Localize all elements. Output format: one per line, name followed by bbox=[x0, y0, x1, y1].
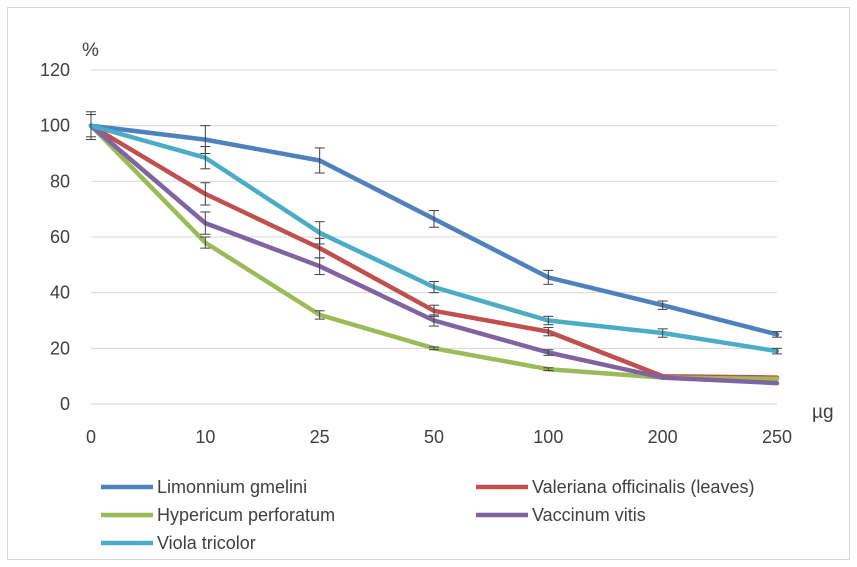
error-bar bbox=[657, 300, 668, 310]
legend-label: Valeriana officinalis (leaves) bbox=[532, 477, 754, 497]
y-tick-label: 80 bbox=[50, 171, 70, 191]
legend-entry: Limonnium gmelini bbox=[101, 477, 307, 497]
x-axis-unit-label: µg bbox=[812, 402, 834, 423]
error-bar bbox=[314, 147, 325, 174]
error-bar bbox=[543, 315, 554, 326]
legend-label: Limonnium gmelini bbox=[157, 477, 307, 497]
y-tick-label: 120 bbox=[40, 60, 70, 80]
y-tick-label: 0 bbox=[60, 394, 70, 414]
x-tick-label: 10 bbox=[195, 427, 215, 447]
error-bar bbox=[200, 236, 211, 249]
error-bar bbox=[657, 328, 668, 338]
error-bar bbox=[86, 114, 96, 138]
error-bar bbox=[772, 331, 782, 338]
series-line-2 bbox=[88, 123, 780, 382]
legend-entry: Vaccinum vitis bbox=[476, 505, 646, 525]
series-lines bbox=[88, 123, 780, 386]
x-tick-label: 250 bbox=[762, 427, 792, 447]
x-tick-label: 50 bbox=[424, 427, 444, 447]
tick-labels: 0 20 40 60 80 100 120 0 10 25 50 100 200 250 bbox=[40, 60, 792, 447]
x-tick-label: 0 bbox=[86, 427, 96, 447]
legend-label: Vaccinum vitis bbox=[532, 505, 646, 525]
y-tick-label: 100 bbox=[40, 116, 70, 136]
error-bar bbox=[543, 367, 554, 372]
x-tick-label: 100 bbox=[533, 427, 563, 447]
error-bar bbox=[200, 182, 211, 206]
legend: Limonnium gmelini Valeriana officinalis (… bbox=[101, 477, 754, 553]
error-bar bbox=[429, 281, 439, 294]
legend-entry: Valeriana officinalis (leaves) bbox=[476, 477, 754, 497]
series-line-3 bbox=[88, 123, 780, 386]
y-axis-unit-label: % bbox=[82, 40, 99, 61]
error-bar bbox=[200, 211, 211, 235]
x-tick-label: 200 bbox=[648, 427, 678, 447]
error-bar bbox=[772, 347, 782, 355]
error-bar bbox=[429, 314, 439, 327]
legend-label: Viola tricolor bbox=[157, 533, 256, 553]
series-line-1 bbox=[88, 123, 780, 380]
y-tick-label: 20 bbox=[50, 338, 70, 358]
error-bar bbox=[314, 310, 325, 320]
error-bar bbox=[429, 210, 439, 228]
error-bar bbox=[429, 346, 439, 351]
legend-label: Hypericum perforatum bbox=[157, 505, 335, 525]
y-tick-label: 60 bbox=[50, 227, 70, 247]
error-bar bbox=[200, 146, 211, 170]
error-bar bbox=[314, 221, 325, 245]
x-tick-label: 25 bbox=[310, 427, 330, 447]
error-bar bbox=[543, 269, 554, 285]
legend-entry: Viola tricolor bbox=[101, 533, 256, 553]
error-bar bbox=[543, 326, 554, 337]
legend-entry: Hypericum perforatum bbox=[101, 505, 335, 525]
error-bar bbox=[314, 257, 325, 276]
error-bar bbox=[543, 349, 554, 356]
error-bars bbox=[86, 111, 782, 372]
y-tick-label: 40 bbox=[50, 283, 70, 303]
